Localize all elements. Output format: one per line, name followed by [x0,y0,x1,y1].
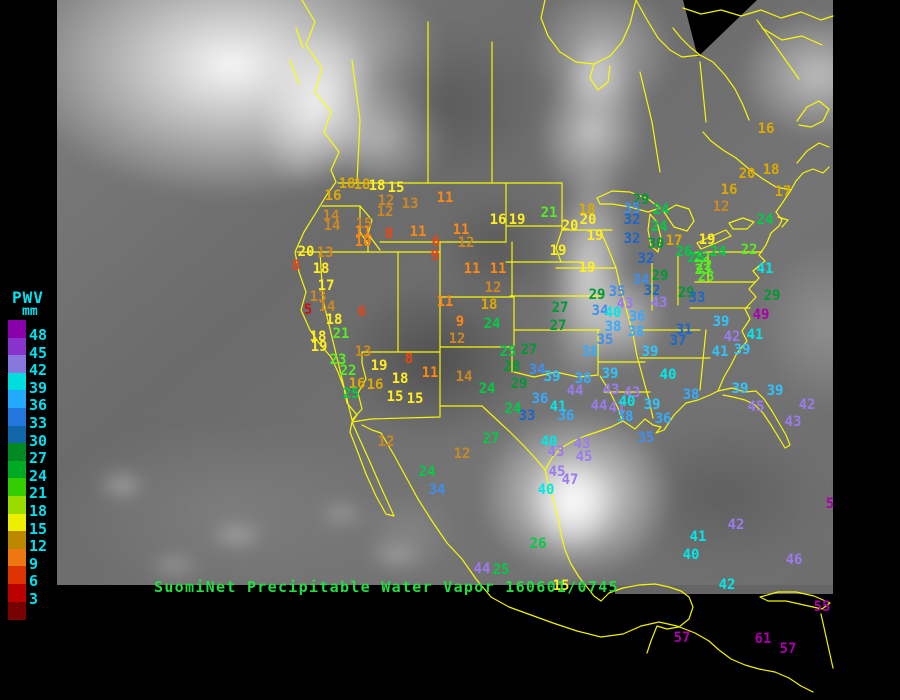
legend-label-15: 15 [29,519,48,538]
wyoming-borders [439,241,515,298]
legend-swatch-min [8,601,26,620]
legend-label-36: 36 [29,396,48,415]
colorado-river-border [351,351,367,421]
labrador-coastline [635,0,750,121]
satellite-image-edge [615,585,833,594]
rio-grande-border [481,405,546,471]
legend-swatch-33 [8,408,26,426]
product-title: SuomiNet Precipitable Water Vapor 160601… [154,578,619,596]
lake-michigan [647,213,662,253]
atlantic-coastline [717,189,792,392]
legend-swatch-30 [8,425,26,444]
legend-swatch-27 [8,443,26,462]
legend-swatch-42 [8,355,26,374]
north-coastline [682,7,834,46]
legend-swatch-12 [8,531,26,550]
legend-label-24: 24 [29,466,48,485]
lake-huron [663,204,695,232]
central-america-coastline [708,613,834,693]
tx-la-border [599,375,623,421]
ga-al-border [699,329,707,391]
legend-swatch-9 [8,548,26,567]
legend-swatch-36 [8,390,26,409]
legend-label-18: 18 [29,502,48,520]
legend-label-48: 48 [29,326,48,344]
iowa-borders [555,229,617,269]
legend-swatch-6 [8,566,26,585]
legend-swatch-18 [8,496,26,514]
legend-title: PWV [12,288,44,307]
hudson-bay [540,0,637,91]
new-mexico-borders [439,346,513,407]
legend-label-12: 12 [29,537,48,556]
lake-erie [696,229,732,250]
cape-cod [777,216,789,228]
vancouver-island [289,27,304,85]
legend-label-39: 39 [29,378,48,397]
florida-peninsula [717,387,791,449]
mt-id-border [359,205,381,251]
legend-units: mm [22,304,38,319]
legend-swatch-21 [8,478,26,497]
prairie-province-borders [351,21,493,184]
baja-peninsula [349,421,395,517]
ca-nv-border [319,251,353,421]
mississippi-river [599,229,654,419]
cloud-texture [57,0,833,585]
legend-swatch-15 [8,513,26,532]
lake-ontario [728,217,755,230]
missouri-borders [597,361,651,393]
ontario-quebec-borders [639,61,707,173]
maritime-canada [790,100,830,191]
legend-label-21: 21 [29,484,48,503]
legend-swatch-45 [8,337,26,356]
legend-swatch-48 [8,320,26,338]
il-in-oh-borders [651,253,679,311]
mexico-gulf-coastline [544,469,602,602]
lake-superior [596,190,661,213]
legend-label-45: 45 [29,343,48,362]
legend-swatch-24 [8,460,26,479]
legend-label-3: 3 [29,590,39,608]
legend-label-33: 33 [29,414,48,432]
mid-atlantic-borders [689,251,763,309]
mn-west-border [555,182,563,263]
ky-tn-borders [639,329,711,359]
idaho-panhandle [359,205,369,253]
yucatan-peninsula [600,583,694,654]
bc-coastline [301,0,340,183]
legend-swatch-3 [8,584,26,602]
red-river-border [513,371,599,378]
cuba-coastline [759,591,831,610]
legend-label-6: 6 [29,572,39,591]
mexico-west-coastline [361,424,710,642]
st-lawrence-river [702,131,792,191]
legend-label-30: 30 [29,431,48,450]
quebec-boundary [756,19,800,80]
legend-label-27: 27 [29,449,48,468]
pacific-coastline [294,181,358,423]
legend-label-42: 42 [29,361,48,380]
colorado-borders [439,296,515,348]
legend-label-9: 9 [29,554,39,573]
legend-swatch-39 [8,372,26,391]
gulf-coastline [544,390,719,471]
az-mexico-border [351,405,441,423]
pwv-legend: PWV mm 48 45 42 39 36 33 30 27 24 21 18 15 12 9 6 3 [8,288,78,638]
